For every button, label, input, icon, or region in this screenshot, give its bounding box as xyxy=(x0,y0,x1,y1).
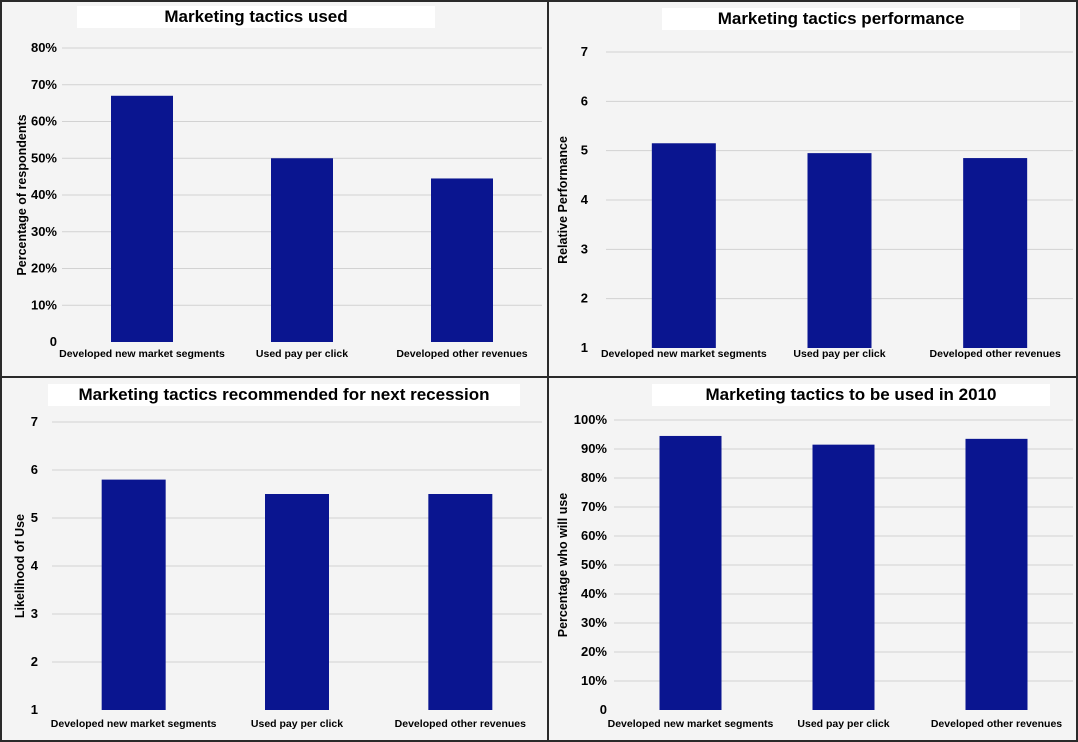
bar xyxy=(271,158,333,342)
chart-panel-tactics-used: Marketing tactics used 0 10% 20% 30% 40% 50% 6… xyxy=(0,0,549,378)
y-axis-label: Percentage of respondents xyxy=(15,114,29,275)
bar xyxy=(428,494,493,710)
y-tick-label: 6 xyxy=(31,462,38,477)
bar xyxy=(111,95,173,343)
bar xyxy=(101,479,166,710)
y-tick-label: 20% xyxy=(581,644,607,659)
x-category-label: Developed new market segments xyxy=(608,718,774,730)
bar xyxy=(651,143,716,348)
y-tick-label: 5 xyxy=(581,143,588,158)
y-tick-label: 7 xyxy=(31,414,38,429)
y-tick-label: 10% xyxy=(581,673,607,688)
y-tick-label: 7 xyxy=(581,44,588,59)
y-tick-label: 30% xyxy=(31,224,57,239)
bar-chart-tactics-2010: 0 10% 20% 30% 40% 50% 60% 70% 80% 90% 100% Percenta… xyxy=(556,412,1073,730)
bar xyxy=(963,158,1028,348)
bar xyxy=(807,153,872,348)
x-category-label: Used pay per click xyxy=(256,348,348,360)
y-tick-label: 2 xyxy=(581,291,588,306)
y-tick-label: 3 xyxy=(31,606,38,621)
bar xyxy=(812,444,875,710)
bar xyxy=(265,494,329,710)
chart-panel-tactics-2010: Marketing tactics to be used in 2010 0 10… xyxy=(547,376,1078,742)
chart-title: Marketing tactics used xyxy=(77,6,435,28)
bar xyxy=(965,438,1028,710)
y-tick-label: 70% xyxy=(581,499,607,514)
y-tick-label: 40% xyxy=(581,586,607,601)
bar-chart-tactics-used: 0 10% 20% 30% 40% 50% 60% 70% 80% Percentage of r… xyxy=(15,40,542,360)
y-tick-label: 80% xyxy=(581,470,607,485)
y-tick-label: 2 xyxy=(31,654,38,669)
y-tick-label: 1 xyxy=(31,702,38,717)
y-tick-label: 1 xyxy=(581,340,588,355)
x-category-label: Developed other revenues xyxy=(931,718,1062,730)
x-category-label: Developed other revenues xyxy=(395,718,526,730)
chart-title: Marketing tactics recommended for next r… xyxy=(48,384,520,406)
y-axis-label: Percentage who will use xyxy=(556,493,570,638)
y-tick-label: 30% xyxy=(581,615,607,630)
x-category-label: Developed new market segments xyxy=(59,348,225,360)
chart-panel-tactics-recommended: Marketing tactics recommended for next r… xyxy=(0,376,549,742)
y-tick-label: 3 xyxy=(581,241,588,256)
y-tick-label: 0 xyxy=(50,334,57,349)
y-tick-label: 70% xyxy=(31,77,57,92)
y-tick-label: 20% xyxy=(31,261,57,276)
y-tick-label: 40% xyxy=(31,187,57,202)
y-axis-label: Relative Performance xyxy=(556,136,570,264)
x-category-label: Used pay per click xyxy=(251,718,343,730)
y-tick-label: 90% xyxy=(581,441,607,456)
y-axis-label: Likelihood of Use xyxy=(13,514,27,618)
chart-panel-tactics-performance: Marketing tactics performance 1 2 3 4 5 6 7 Rel… xyxy=(547,0,1078,378)
x-category-label: Used pay per click xyxy=(797,718,889,730)
chart-title: Marketing tactics performance xyxy=(662,8,1020,30)
x-category-label: Developed other revenues xyxy=(930,348,1061,360)
y-tick-label: 80% xyxy=(31,40,57,55)
x-category-label: Developed new market segments xyxy=(601,348,767,360)
y-tick-label: 50% xyxy=(581,557,607,572)
y-tick-label: 100% xyxy=(574,412,608,427)
y-tick-label: 5 xyxy=(31,510,38,525)
y-tick-label: 60% xyxy=(581,528,607,543)
y-tick-label: 60% xyxy=(31,114,57,129)
y-tick-label: 10% xyxy=(31,297,57,312)
bar-chart-tactics-performance: 1 2 3 4 5 6 7 Relative Performance Developed new… xyxy=(556,44,1073,360)
y-tick-label: 6 xyxy=(581,93,588,108)
bar xyxy=(659,435,722,710)
x-category-label: Developed new market segments xyxy=(51,718,217,730)
chart-title: Marketing tactics to be used in 2010 xyxy=(652,384,1050,406)
y-tick-label: 50% xyxy=(31,150,57,165)
x-category-label: Developed other revenues xyxy=(396,348,527,360)
x-category-label: Used pay per click xyxy=(793,348,885,360)
y-tick-label: 4 xyxy=(31,558,39,573)
bar-chart-tactics-recommended: 1 2 3 4 5 6 7 Likelihood of Use Developed new ma… xyxy=(13,414,542,730)
y-tick-label: 0 xyxy=(600,702,607,717)
bar xyxy=(431,178,493,342)
y-tick-label: 4 xyxy=(581,192,589,207)
